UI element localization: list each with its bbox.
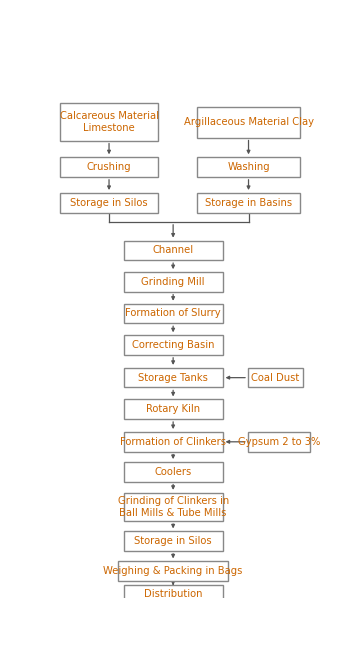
Text: Storage in Basins: Storage in Basins [205,198,292,208]
FancyBboxPatch shape [124,532,223,551]
Text: Argillaceous Material Clay: Argillaceous Material Clay [184,117,313,127]
FancyBboxPatch shape [124,241,223,260]
Text: Crushing: Crushing [87,162,131,172]
Text: Formation of Slurry: Formation of Slurry [125,308,221,319]
Text: Storage in Silos: Storage in Silos [70,198,148,208]
FancyBboxPatch shape [60,193,158,212]
FancyBboxPatch shape [124,399,223,419]
FancyBboxPatch shape [124,585,223,603]
FancyBboxPatch shape [124,272,223,292]
Text: Coolers: Coolers [154,467,192,477]
FancyBboxPatch shape [124,462,223,482]
FancyBboxPatch shape [60,157,158,177]
FancyBboxPatch shape [124,335,223,355]
Text: Rotary Kiln: Rotary Kiln [146,405,200,414]
FancyBboxPatch shape [124,432,223,452]
Text: Channel: Channel [153,245,194,255]
FancyBboxPatch shape [248,368,303,388]
Text: Storage in Silos: Storage in Silos [134,536,212,546]
Text: Grinding of Clinkers in
Ball Mills & Tube Mills: Grinding of Clinkers in Ball Mills & Tub… [118,496,229,518]
Text: Weighing & Packing in Bags: Weighing & Packing in Bags [103,566,243,576]
Text: Washing: Washing [227,162,270,172]
FancyBboxPatch shape [60,103,158,140]
FancyBboxPatch shape [124,304,223,323]
Text: Distribution: Distribution [144,589,202,599]
FancyBboxPatch shape [197,106,300,138]
FancyBboxPatch shape [197,193,300,212]
Text: Storage Tanks: Storage Tanks [138,373,208,382]
FancyBboxPatch shape [124,493,223,521]
Text: Formation of Clinkers: Formation of Clinkers [120,437,226,447]
Text: Calcareous Material
Limestone: Calcareous Material Limestone [60,112,159,133]
FancyBboxPatch shape [248,432,310,452]
Text: Gypsum 2 to 3%: Gypsum 2 to 3% [237,437,320,447]
Text: Correcting Basin: Correcting Basin [132,340,214,350]
Text: Grinding Mill: Grinding Mill [141,277,205,287]
FancyBboxPatch shape [118,561,228,581]
FancyBboxPatch shape [197,157,300,177]
FancyBboxPatch shape [124,368,223,388]
Text: Coal Dust: Coal Dust [251,373,300,382]
